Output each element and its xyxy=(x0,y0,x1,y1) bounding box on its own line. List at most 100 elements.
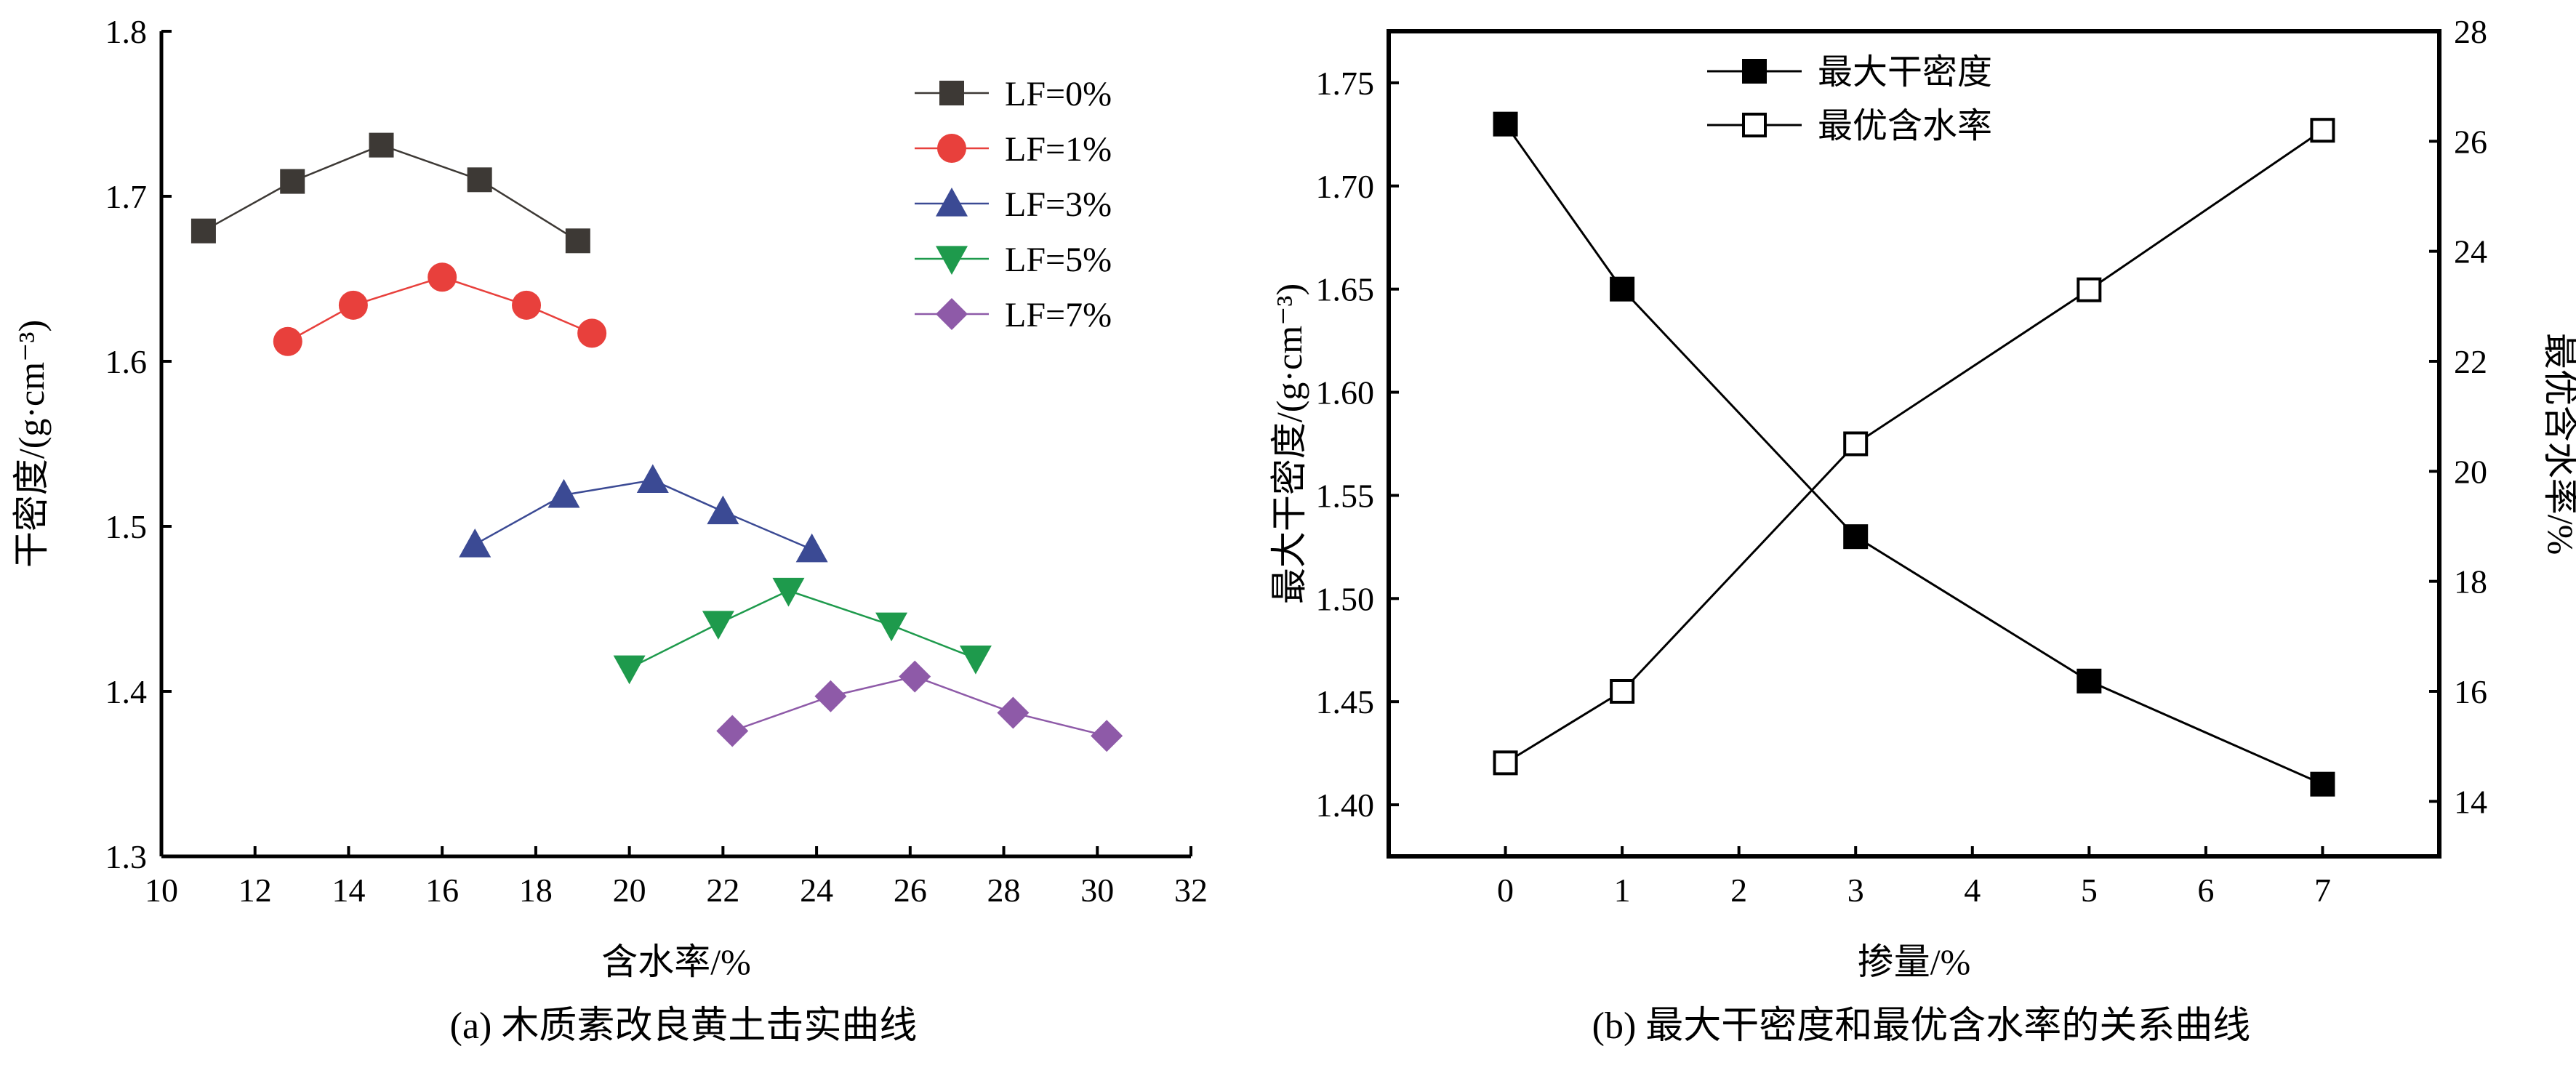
y-right-tick-label: 24 xyxy=(2454,233,2487,270)
x-tick-label: 24 xyxy=(800,872,833,909)
legend-label: LF=3% xyxy=(1005,185,1112,224)
series-line xyxy=(629,590,976,670)
x-tick-label: 18 xyxy=(519,872,553,909)
x-tick-label: 0 xyxy=(1497,872,1514,909)
y-left-tick-label: 1.60 xyxy=(1316,374,1375,411)
legend-marker xyxy=(1742,113,1767,137)
data-point xyxy=(613,655,646,685)
y-right-tick-label: 26 xyxy=(2454,123,2487,160)
data-point xyxy=(428,262,457,292)
series-line xyxy=(203,144,579,242)
y-axis-label: 干密度/(g·cm⁻³) xyxy=(11,320,52,568)
legend-marker xyxy=(936,188,968,217)
y-tick-label: 1.7 xyxy=(105,178,148,215)
y-right-tick-label: 16 xyxy=(2454,673,2487,710)
data-point xyxy=(1091,720,1123,752)
data-point xyxy=(565,228,590,254)
x-tick-label: 2 xyxy=(1730,872,1747,909)
x-tick-label: 6 xyxy=(2197,872,2214,909)
legend-marker xyxy=(936,246,968,275)
y-right-tick-label: 20 xyxy=(2454,453,2487,490)
x-tick-label: 3 xyxy=(1847,872,1864,909)
data-point xyxy=(1493,750,1518,776)
x-tick-label: 30 xyxy=(1080,872,1114,909)
data-point xyxy=(1610,276,1635,302)
data-point xyxy=(2310,771,2335,797)
x-tick-label: 4 xyxy=(1964,872,1981,909)
data-point xyxy=(273,326,302,356)
y-tick-label: 1.8 xyxy=(105,13,148,50)
data-point xyxy=(280,169,305,194)
data-point xyxy=(1843,431,1869,457)
data-point xyxy=(2077,277,2102,302)
legend-label: 最优含水率 xyxy=(1818,107,1992,145)
legend-label: LF=7% xyxy=(1005,296,1112,334)
data-point xyxy=(795,533,828,563)
y-right-tick-label: 18 xyxy=(2454,563,2487,600)
data-point xyxy=(338,290,368,320)
y-tick-label: 1.5 xyxy=(105,508,148,545)
legend-label: LF=5% xyxy=(1005,241,1112,279)
y-left-tick-label: 1.75 xyxy=(1316,65,1375,102)
y-left-tick-label: 1.40 xyxy=(1316,787,1375,824)
legend-label: LF=0% xyxy=(1005,75,1112,113)
x-tick-label: 28 xyxy=(987,872,1021,909)
legend-marker xyxy=(1742,59,1767,84)
data-point xyxy=(707,495,739,525)
y-tick-label: 1.6 xyxy=(105,343,148,380)
data-point xyxy=(1493,111,1518,137)
legend-marker xyxy=(936,298,968,330)
chart-b: 0 1 2 3 4 5 6 7 1.40 1.45 1.50 1.55 1.60 1.65 1.70 1.75… xyxy=(1269,13,2576,1047)
data-point xyxy=(875,612,908,642)
data-point xyxy=(2077,668,2102,694)
chart-a: 10 12 14 16 18 20 22 24 26 28 30 32 1.3 1.4 1.5 1.6 1.7 1… xyxy=(11,13,1208,1047)
series-line xyxy=(1504,129,2324,764)
y-left-tick-label: 1.45 xyxy=(1316,683,1375,720)
y-right-tick-label: 14 xyxy=(2454,783,2487,820)
x-tick-label: 10 xyxy=(145,872,178,909)
data-point xyxy=(959,646,992,675)
caption-a: (a) 木质素改良黄土击实曲线 xyxy=(450,1005,918,1047)
data-point xyxy=(1610,679,1635,704)
legend-label: LF=1% xyxy=(1005,130,1112,169)
x-tick-label: 16 xyxy=(425,872,459,909)
data-point xyxy=(459,528,491,558)
caption-b: (b) 最大干密度和最优含水率的关系曲线 xyxy=(1592,1005,2251,1047)
data-point xyxy=(997,696,1030,729)
x-tick-label: 7 xyxy=(2314,872,2331,909)
data-point xyxy=(636,464,669,494)
plot-frame xyxy=(1387,29,2441,859)
legend-marker xyxy=(937,134,966,163)
data-point xyxy=(577,318,607,348)
y-right-tick-label: 28 xyxy=(2454,13,2487,50)
data-point xyxy=(512,290,542,320)
data-point xyxy=(702,611,734,640)
legend-label: 最大干密度 xyxy=(1818,53,1992,92)
y-left-tick-label: 1.65 xyxy=(1316,271,1375,308)
data-point xyxy=(772,577,805,607)
x-tick-label: 26 xyxy=(894,872,927,909)
x-tick-label: 20 xyxy=(613,872,646,909)
data-point xyxy=(369,132,394,158)
y-tick-label: 1.4 xyxy=(105,673,148,710)
y-right-tick-label: 22 xyxy=(2454,343,2487,380)
data-point xyxy=(2310,118,2335,143)
x-axis-label: 含水率/% xyxy=(601,941,751,982)
y-left-tick-label: 1.55 xyxy=(1316,477,1375,514)
x-tick-label: 12 xyxy=(238,872,272,909)
y-left-tick-label: 1.50 xyxy=(1316,580,1375,617)
x-tick-label: 22 xyxy=(706,872,739,909)
data-point xyxy=(899,660,931,693)
data-point xyxy=(1843,524,1869,550)
data-point xyxy=(547,478,580,508)
data-point xyxy=(190,218,216,244)
legend-marker xyxy=(939,81,964,105)
y-right-axis-label: 最优含水率/% xyxy=(2540,333,2576,555)
y-left-tick-label: 1.70 xyxy=(1316,168,1375,205)
y-tick-label: 1.3 xyxy=(105,838,148,875)
data-point xyxy=(467,167,492,193)
data-point xyxy=(814,680,847,712)
x-tick-label: 5 xyxy=(2081,872,2098,909)
x-tick-label: 14 xyxy=(332,872,365,909)
